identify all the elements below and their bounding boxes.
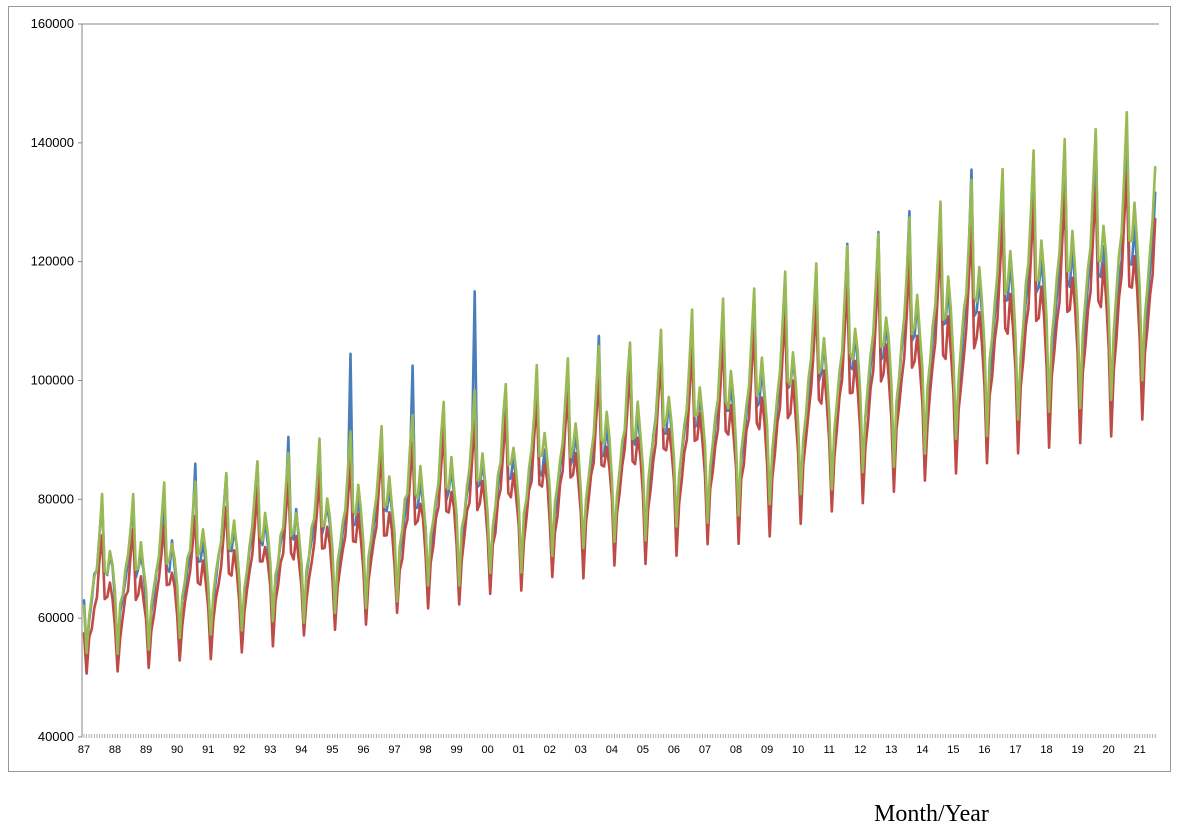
x-tick-label: 19	[1071, 744, 1083, 756]
x-tick-label: 95	[326, 744, 338, 756]
x-tick-label: 94	[295, 744, 307, 756]
x-tick-label: 06	[668, 744, 680, 756]
x-tick-label: 18	[1040, 744, 1052, 756]
y-tick-label: 100000	[31, 373, 74, 388]
x-tick-label: 92	[233, 744, 245, 756]
x-tick-label: 11	[823, 744, 834, 756]
x-tick-label: 93	[264, 744, 276, 756]
y-tick-label: 120000	[31, 254, 74, 269]
x-tick-label: 21	[1134, 744, 1146, 756]
x-tick-label: 91	[202, 744, 214, 756]
x-tick-label: 17	[1009, 744, 1021, 756]
y-tick-label: 80000	[38, 491, 74, 506]
x-tick-label: 02	[544, 744, 556, 756]
x-tick-label: 13	[885, 744, 897, 756]
x-tick-label: 98	[419, 744, 431, 756]
x-tick-label: 88	[109, 744, 121, 756]
x-tick-label: 15	[947, 744, 959, 756]
x-tick-label: 99	[450, 744, 462, 756]
y-tick-label: 60000	[38, 610, 74, 625]
chart-frame: 40000 60000 80000 100000 120000 140000 160000 8…	[8, 6, 1171, 772]
x-tick-label: 10	[792, 744, 804, 756]
x-tick-label: 00	[482, 744, 494, 756]
y-tick-label: 40000	[38, 729, 74, 744]
x-tick-label: 07	[699, 744, 711, 756]
x-tick-label: 16	[978, 744, 990, 756]
y-tick-label: 140000	[31, 135, 74, 150]
x-tick-label: 20	[1103, 744, 1115, 756]
x-tick-label: 03	[575, 744, 587, 756]
x-tick-label: 12	[854, 744, 866, 756]
x-tick-label: 08	[730, 744, 742, 756]
x-tick-label: 05	[637, 744, 649, 756]
x-tick-label: 97	[388, 744, 400, 756]
series-line-3	[84, 112, 1155, 654]
line-chart: 40000 60000 80000 100000 120000 140000 160000 8…	[9, 7, 1172, 773]
x-tick-label: 04	[606, 744, 618, 756]
x-axis-title: Month/Year	[874, 801, 989, 828]
x-tick-label: 90	[171, 744, 183, 756]
x-tick-label: 09	[761, 744, 773, 756]
x-tick-label: 96	[357, 744, 369, 756]
x-tick-label: 87	[78, 744, 90, 756]
x-tick-label: 89	[140, 744, 152, 756]
x-tick-label: 01	[513, 744, 525, 756]
y-tick-label: 160000	[31, 16, 74, 31]
x-tick-label: 14	[916, 744, 928, 756]
